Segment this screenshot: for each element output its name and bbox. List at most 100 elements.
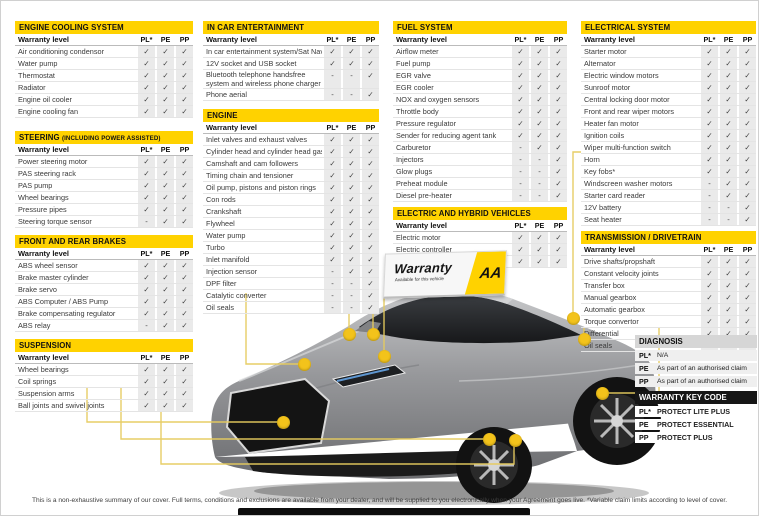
table-row: PAS steering rack ✓ ✓ ✓	[15, 168, 193, 180]
table-row: Water pump ✓ ✓ ✓	[203, 230, 379, 242]
dash-mark: -	[324, 278, 341, 289]
check-mark: ✓	[739, 190, 756, 201]
check-mark: ✓	[138, 94, 155, 105]
row-label: Air conditioning condensor	[18, 47, 104, 56]
check-mark: ✓	[324, 182, 341, 193]
row-label: Manual gearbox	[584, 293, 637, 302]
check-mark: ✓	[138, 168, 155, 179]
row-label: Alternator	[584, 59, 616, 68]
table-row: NOX and oxygen sensors ✓ ✓ ✓	[393, 94, 567, 106]
check-mark: ✓	[343, 254, 360, 265]
check-mark: ✓	[362, 230, 379, 241]
check-mark: ✓	[550, 118, 567, 129]
table-row: Flywheel ✓ ✓ ✓	[203, 218, 379, 230]
level-column-label: PE	[534, 221, 545, 230]
table-column-1: ENGINE COOLING SYSTEM Warranty level PL* PE…	[15, 21, 193, 412]
row-label: Cylinder head and cylinder head gasket	[206, 147, 322, 156]
check-mark: ✓	[362, 302, 379, 313]
check-mark: ✓	[531, 232, 548, 243]
check-mark: ✓	[701, 328, 718, 339]
table-row: ABS wheel sensor ✓ ✓ ✓	[15, 260, 193, 272]
check-mark: ✓	[362, 158, 379, 169]
check-mark: ✓	[157, 168, 174, 179]
table-row: In car entertainment system/Sat Nav* ✓ ✓ ✓	[203, 46, 379, 58]
check-mark: ✓	[176, 296, 193, 307]
table-row: Brake master cylinder ✓ ✓ ✓	[15, 272, 193, 284]
table-row: Carburetor - ✓ ✓	[393, 142, 567, 154]
check-mark: ✓	[176, 168, 193, 179]
key-code: PL*	[639, 351, 651, 360]
table-row: Sunroof motor ✓ ✓ ✓	[581, 82, 756, 94]
level-column-label: PE	[160, 353, 171, 362]
check-mark: ✓	[701, 106, 718, 117]
check-mark: ✓	[138, 388, 155, 399]
row-label: Drive shafts/propshaft	[584, 257, 655, 266]
check-mark: ✓	[550, 130, 567, 141]
section-header: ENGINE COOLING SYSTEM	[15, 21, 193, 34]
table-transmission-drivetrain: TRANSMISSION / DRIVETRAIN Warranty level P…	[581, 231, 756, 352]
dash-mark: -	[531, 190, 548, 201]
check-mark: ✓	[739, 328, 756, 339]
row-label: Airflow meter	[396, 47, 439, 56]
level-column-label: PP	[179, 35, 190, 44]
check-mark: ✓	[362, 146, 379, 157]
warranty-level-label: Warranty level	[18, 249, 69, 258]
table-row: Pressure regulator ✓ ✓ ✓	[393, 118, 567, 130]
check-mark: ✓	[739, 280, 756, 291]
key-row: PP As part of an authorised claim	[635, 376, 757, 387]
table-row: Oil seals--✓	[203, 302, 379, 314]
check-mark: ✓	[531, 106, 548, 117]
row-label: Glow plugs	[396, 167, 433, 176]
row-label: Timing chain and tensioner	[206, 171, 294, 180]
dash-mark: -	[512, 154, 529, 165]
check-mark: ✓	[720, 280, 737, 291]
diagnosis-box: DIAGNOSIS PL* N/A PE As part of an authoris…	[635, 335, 757, 387]
table-row: Crankshaft ✓ ✓ ✓	[203, 206, 379, 218]
row-label: Wheel bearings	[18, 193, 69, 202]
warranty-level-label: Warranty level	[206, 35, 257, 44]
dash-mark: -	[531, 166, 548, 177]
row-label: Front and rear wiper motors	[584, 107, 675, 116]
check-mark: ✓	[343, 194, 360, 205]
check-mark: ✓	[157, 388, 174, 399]
row-label: Differential	[584, 329, 619, 338]
callout-dot	[482, 432, 496, 446]
callout-dot	[276, 415, 290, 429]
section-header: ELECTRIC AND HYBRID VEHICLES	[393, 207, 567, 220]
row-label: Flywheel	[206, 219, 235, 228]
level-column-label: PL*	[140, 249, 153, 258]
check-mark: ✓	[138, 180, 155, 191]
check-mark: ✓	[157, 106, 174, 117]
row-label: Horn	[584, 155, 600, 164]
check-mark: ✓	[157, 400, 174, 411]
check-mark: ✓	[343, 182, 360, 193]
row-label: Thermostat	[18, 71, 55, 80]
row-label: Preheat module	[396, 179, 448, 188]
table-row: Cylinder head and cylinder head gasket ✓ ✓…	[203, 146, 379, 158]
row-label: Seat heater	[584, 215, 622, 224]
check-mark: ✓	[176, 106, 193, 117]
key-row: PE PROTECT ESSENTIAL	[635, 419, 757, 430]
check-mark: ✓	[550, 232, 567, 243]
row-label: EGR valve	[396, 71, 431, 80]
section-header: IN CAR ENTERTAINMENT	[203, 21, 379, 34]
warranty-level-label: Warranty level	[18, 145, 69, 154]
table-row: 12V socket and USB socket ✓ ✓ ✓	[203, 58, 379, 70]
row-label: Coil springs	[18, 377, 57, 386]
table-row: DPF filter - - ✓	[203, 278, 379, 290]
check-mark: ✓	[157, 320, 174, 331]
table-row: Drive shafts/propshaft ✓ ✓ ✓	[581, 256, 756, 268]
check-mark: ✓	[701, 142, 718, 153]
section-header: TRANSMISSION / DRIVETRAIN	[581, 231, 756, 244]
dash-mark: -	[531, 154, 548, 165]
check-mark: ✓	[362, 58, 379, 69]
check-mark: ✓	[176, 320, 193, 331]
dash-mark: -	[343, 89, 360, 100]
level-column-label: PP	[179, 145, 190, 154]
check-mark: ✓	[550, 142, 567, 153]
check-mark: ✓	[138, 58, 155, 69]
row-label: ABS wheel sensor	[18, 261, 78, 270]
level-column-label: PL*	[514, 221, 527, 230]
callout-dot	[297, 357, 311, 371]
check-mark: ✓	[550, 256, 567, 267]
